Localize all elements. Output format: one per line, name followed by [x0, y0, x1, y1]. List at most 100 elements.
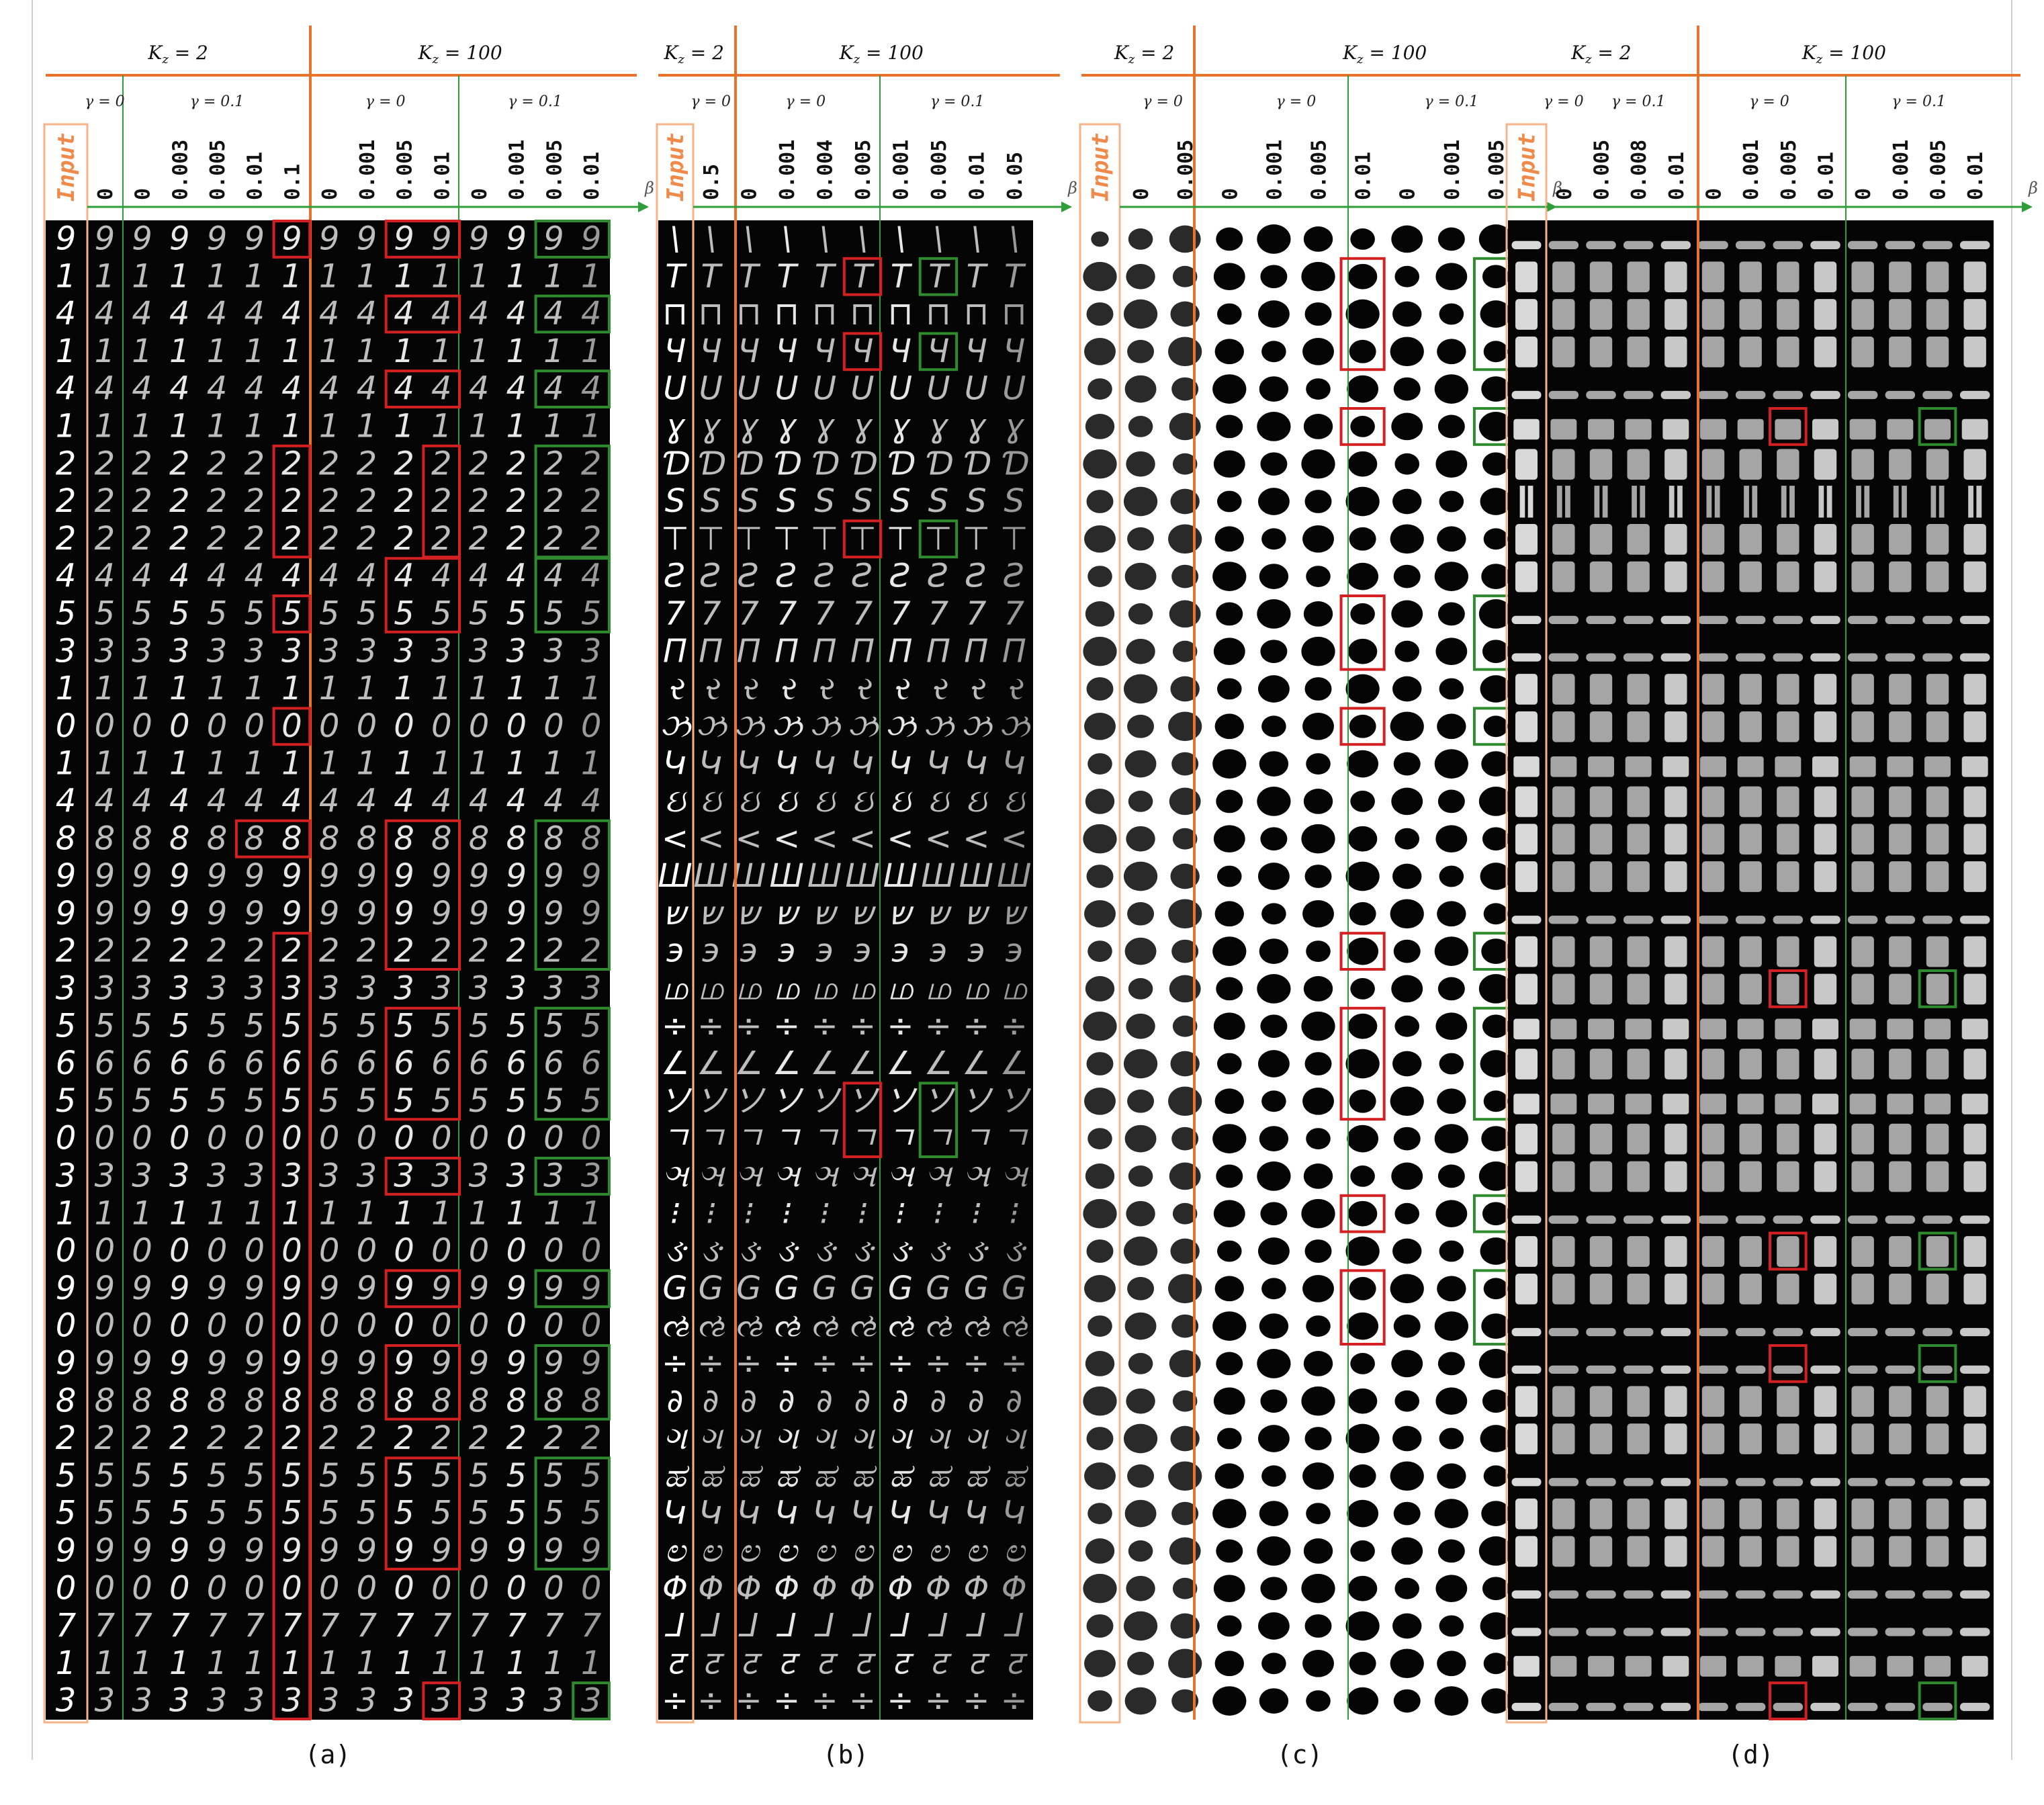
cell-glyph: ÷ — [773, 1007, 800, 1045]
cell-glyph: Ч — [664, 333, 686, 370]
cell-glyph: 4 — [56, 558, 77, 595]
cell-glyph: 9 — [207, 1270, 228, 1307]
silhouette-shape — [1087, 1503, 1112, 1525]
top-thumbnail — [1739, 261, 1762, 293]
top-thumbnail — [1851, 1498, 1874, 1530]
cell-glyph: ソ — [846, 1082, 880, 1120]
cell-glyph: Ш — [921, 857, 955, 895]
silhouette-shape — [1257, 974, 1291, 1004]
cell-glyph: 2 — [431, 520, 452, 558]
kz-header: Kz = 100 — [1802, 42, 1886, 67]
top-thumbnail — [1664, 523, 1687, 555]
green-highlight-box — [534, 1456, 611, 1571]
cell-glyph: S — [701, 482, 721, 520]
silhouette-shape — [1259, 751, 1289, 777]
top-thumbnail — [1552, 1236, 1575, 1267]
cell-glyph: 1 — [244, 745, 265, 783]
cell-glyph: 1 — [357, 257, 377, 295]
cell-glyph: 1 — [281, 408, 302, 445]
cell-glyph: 8 — [394, 1382, 414, 1419]
shoe-thumbnail — [1548, 1365, 1579, 1374]
cell-glyph: 6 — [95, 1045, 116, 1082]
silhouette-shape — [1483, 341, 1509, 363]
silhouette-shape — [1213, 263, 1245, 291]
silhouette-shape — [1128, 228, 1153, 250]
silhouette-shape — [1087, 753, 1112, 775]
shoe-thumbnail — [1959, 653, 1990, 662]
cell-glyph: 1 — [207, 408, 228, 445]
cell-glyph: 1 — [132, 333, 152, 370]
bag-thumbnail — [1849, 1094, 1876, 1114]
silhouette-shape — [1083, 1386, 1117, 1416]
cell-glyph: Ч — [813, 333, 836, 370]
cell-glyph: 4 — [319, 295, 340, 333]
cell-glyph: ∂ — [667, 1382, 684, 1419]
cell-glyph: 5 — [581, 1082, 602, 1120]
cell-glyph: 1 — [95, 257, 116, 295]
green-highlight-box — [1918, 969, 1957, 1008]
cell-glyph: ⊓ — [812, 295, 837, 333]
cell-glyph: 0 — [281, 1232, 302, 1270]
silhouette-shape — [1390, 524, 1424, 554]
cell-glyph: 1 — [469, 257, 490, 295]
bag-thumbnail — [1662, 1018, 1689, 1040]
silhouette-shape — [1085, 976, 1115, 1002]
cell-glyph: 9 — [581, 220, 602, 258]
cell-glyph: ર — [968, 670, 986, 707]
cell-glyph: 9 — [543, 1345, 564, 1382]
beta-tick-label: 0.001 — [1890, 140, 1913, 200]
silhouette-shape — [1126, 1200, 1155, 1227]
cell-glyph: 9 — [357, 857, 377, 895]
silhouette-shape — [1347, 937, 1379, 965]
top-thumbnail — [1814, 299, 1837, 330]
cell-glyph: 0 — [543, 707, 564, 745]
cell-glyph: S — [814, 482, 834, 520]
cell-glyph: 6 — [244, 1045, 265, 1082]
cell-glyph: ಹ — [813, 1457, 840, 1495]
silhouette-shape — [1437, 713, 1466, 740]
top-thumbnail — [1777, 936, 1799, 967]
silhouette-shape — [1483, 903, 1509, 925]
silhouette-shape — [1303, 414, 1333, 439]
cell-glyph: 3 — [281, 970, 302, 1008]
shoe-thumbnail — [1735, 653, 1766, 662]
cell-glyph: Կ — [775, 745, 799, 783]
shoe-thumbnail — [1810, 390, 1840, 400]
top-thumbnail — [1777, 1161, 1799, 1192]
cell-glyph: 3 — [394, 1157, 414, 1195]
cell-glyph: ર — [816, 670, 834, 707]
cell-glyph: T — [665, 257, 687, 295]
cell-glyph: 2 — [132, 445, 152, 482]
cell-glyph: 5 — [207, 1082, 228, 1120]
cell-glyph: 1 — [132, 1194, 152, 1232]
silhouette-shape — [1257, 412, 1291, 441]
cell-glyph: 2 — [319, 482, 340, 520]
cell-glyph: 4 — [95, 295, 116, 333]
cell-glyph: 5 — [169, 1457, 190, 1495]
shoe-thumbnail — [1511, 1365, 1542, 1374]
cell-glyph: 2 — [132, 482, 152, 520]
silhouette-shape — [1260, 1202, 1288, 1226]
shoe-thumbnail — [1810, 1327, 1840, 1337]
cell-glyph: ∠ — [886, 1045, 915, 1082]
cell-glyph: 7 — [431, 1607, 452, 1644]
shoe-thumbnail — [1959, 1628, 1990, 1636]
shoe-thumbnail — [1885, 390, 1916, 400]
silhouette-shape — [1213, 450, 1245, 478]
cell-glyph: 1 — [469, 1194, 490, 1232]
cell-glyph: 0 — [506, 1120, 527, 1157]
top-thumbnail — [1589, 1049, 1613, 1080]
cell-glyph: ÷ — [887, 1682, 914, 1720]
cell-glyph: 4 — [469, 295, 490, 333]
shoe-thumbnail — [1773, 1702, 1804, 1712]
silhouette-shape — [1347, 263, 1378, 290]
shoe-thumbnail — [1922, 1478, 1953, 1487]
silhouette-shape — [1084, 899, 1116, 928]
silhouette-shape — [1435, 1012, 1468, 1041]
top-thumbnail — [1627, 1236, 1650, 1267]
bag-thumbnail — [1550, 419, 1577, 440]
top-thumbnail — [1701, 861, 1725, 892]
silhouette-shape — [1480, 1425, 1512, 1452]
top-thumbnail — [1889, 1236, 1912, 1267]
cell-glyph: 5 — [207, 1007, 228, 1045]
